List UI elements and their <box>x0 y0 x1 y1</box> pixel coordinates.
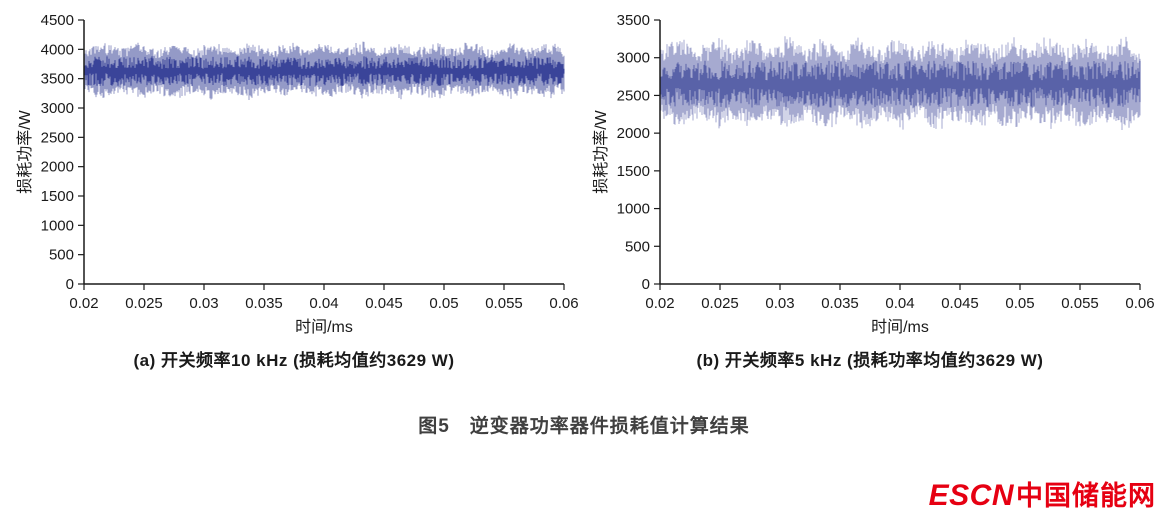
svg-text:0.03: 0.03 <box>765 295 794 312</box>
chart-b-caption: (b) 开关频率5 kHz (损耗功率均值约3629 W) <box>696 351 1044 370</box>
svg-text:0.035: 0.035 <box>245 295 283 312</box>
svg-text:0.02: 0.02 <box>645 295 674 312</box>
svg-text:2500: 2500 <box>617 87 650 104</box>
escn-logo: ESCN 中国储能网 <box>929 474 1156 513</box>
svg-text:1000: 1000 <box>617 201 650 218</box>
svg-text:2000: 2000 <box>617 125 650 142</box>
svg-text:4500: 4500 <box>41 12 74 29</box>
svg-text:1500: 1500 <box>617 163 650 180</box>
chart-b-plot: 0.02 0.025 0.03 0.035 0.04 0.045 0.05 0.055 0.06… <box>592 12 1154 336</box>
svg-text:0.055: 0.055 <box>485 295 523 312</box>
svg-text:0: 0 <box>66 276 74 293</box>
svg-text:3000: 3000 <box>617 50 650 67</box>
svg-text:0.025: 0.025 <box>701 295 739 312</box>
svg-text:4000: 4000 <box>41 41 74 58</box>
chart-b: 0.02 0.025 0.03 0.035 0.04 0.045 0.05 0.055 0.06… <box>586 6 1154 371</box>
svg-text:1000: 1000 <box>41 217 74 234</box>
svg-text:2000: 2000 <box>41 159 74 176</box>
svg-text:损耗功率/W: 损耗功率/W <box>592 109 610 193</box>
chart-a: 0.02 0.025 0.03 0.035 0.04 0.045 0.05 0.055 0.06… <box>10 6 578 371</box>
svg-text:3500: 3500 <box>617 12 650 29</box>
svg-text:0.035: 0.035 <box>821 295 859 312</box>
svg-text:3000: 3000 <box>41 100 74 117</box>
svg-text:0: 0 <box>642 276 650 293</box>
figure-caption: 图5 逆变器功率器件损耗值计算结果 <box>418 416 750 437</box>
svg-text:损耗功率/W: 损耗功率/W <box>16 109 34 193</box>
charts-row: 0.02 0.025 0.03 0.035 0.04 0.045 0.05 0.055 0.06… <box>10 6 1154 371</box>
escn-logo-cn: 中国储能网 <box>1016 481 1156 511</box>
svg-text:0.04: 0.04 <box>309 295 338 312</box>
svg-text:500: 500 <box>49 247 74 264</box>
chart-a-caption: (a) 开关频率10 kHz (损耗均值约3629 W) <box>133 351 455 370</box>
svg-text:0.05: 0.05 <box>429 295 458 312</box>
svg-text:时间/ms: 时间/ms <box>295 318 353 336</box>
svg-text:0.025: 0.025 <box>125 295 163 312</box>
escn-logo-text: ESCN <box>928 479 1014 512</box>
svg-text:2500: 2500 <box>41 129 74 146</box>
svg-text:500: 500 <box>625 238 650 255</box>
svg-text:0.055: 0.055 <box>1061 295 1099 312</box>
svg-text:时间/ms: 时间/ms <box>871 318 929 336</box>
svg-text:0.02: 0.02 <box>69 295 98 312</box>
svg-text:0.06: 0.06 <box>549 295 578 312</box>
svg-text:0.045: 0.045 <box>365 295 403 312</box>
chart-a-plot: 0.02 0.025 0.03 0.035 0.04 0.045 0.05 0.055 0.06… <box>16 12 578 336</box>
svg-text:0.05: 0.05 <box>1005 295 1034 312</box>
svg-text:0.06: 0.06 <box>1125 295 1154 312</box>
svg-text:0.03: 0.03 <box>189 295 218 312</box>
svg-text:0.04: 0.04 <box>885 295 914 312</box>
svg-text:1500: 1500 <box>41 188 74 205</box>
svg-text:0.045: 0.045 <box>941 295 979 312</box>
svg-text:3500: 3500 <box>41 71 74 88</box>
